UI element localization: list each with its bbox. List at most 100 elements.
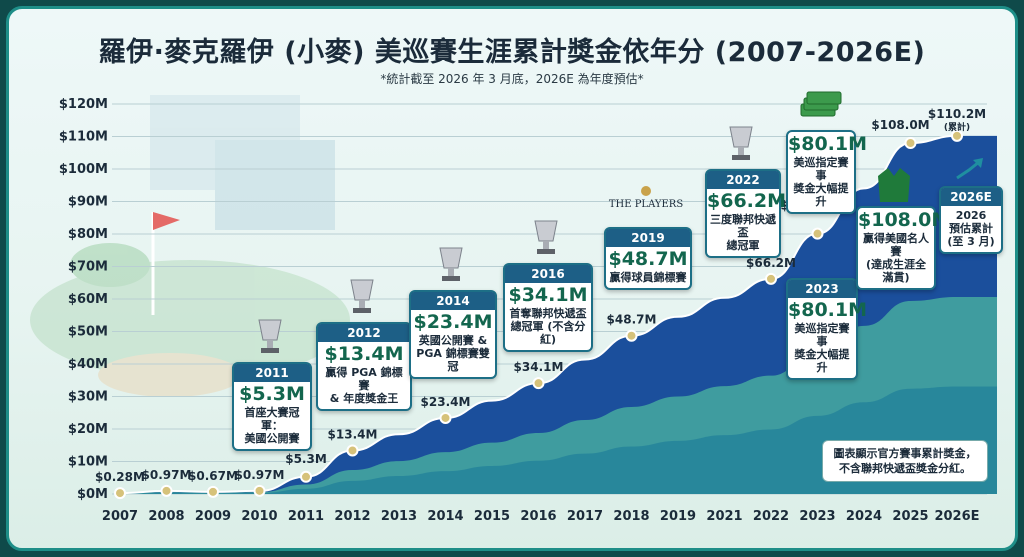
- y-tick-label: $80M: [68, 227, 108, 242]
- card-description-line: 總冠軍 (不含分紅): [510, 320, 586, 346]
- card-description: 首座大賽冠軍： 美國公開賽: [234, 406, 310, 449]
- card-amount: $34.1M: [508, 284, 588, 306]
- x-tick-label: 2019: [660, 509, 696, 524]
- y-tick-label: $110M: [59, 130, 108, 145]
- annotation-card-2014-2: 2014 $23.4M 英國公開賽 & PGA 錦標賽雙冠: [409, 290, 497, 379]
- card-description-line: 贏得美國名人賽: [863, 232, 929, 258]
- card-amount: $108.0M: [858, 209, 951, 231]
- cumulative-line: [119, 134, 958, 495]
- x-tick-label: 2012: [334, 509, 370, 524]
- card-amount: $23.4M: [413, 311, 493, 333]
- x-tick-label: 2022: [753, 509, 789, 524]
- chart-title: 羅伊·麥克羅伊 (小麥) 美巡賽生涯累計獎金依年分 (2007-2026E): [98, 37, 926, 68]
- annotation-card-2023-7: 2023 $80.1M 美巡指定賽事 獎金大幅提升: [786, 278, 868, 380]
- card-description-line: 獎金大幅提升: [793, 182, 849, 208]
- y-tick-label: $100M: [59, 162, 108, 177]
- point-value-label: $13.4M: [328, 427, 378, 441]
- x-tick-label: 2010: [241, 509, 277, 524]
- annotation-card-2012-1: 2012 $13.4M 贏得 PGA 錦標賽 & 年度獎金王: [316, 322, 412, 411]
- footnote-box: 圖表顯示官方賽事累計獎金，不含聯邦快遞盃獎金分紅。: [822, 440, 988, 482]
- card-amount: $80.1M: [788, 299, 868, 321]
- flag-icon: [151, 212, 180, 315]
- point-value-label: $108.0M: [871, 118, 929, 132]
- y-tick-label: $30M: [68, 390, 108, 405]
- y-tick-label: $120M: [59, 97, 108, 112]
- y-tick-label: $40M: [68, 357, 108, 372]
- point-value-label: $0.97M: [235, 468, 285, 482]
- data-point: [207, 485, 219, 498]
- x-tick-label: 2015: [474, 509, 510, 524]
- card-description-line: 獎金大幅提升: [794, 348, 850, 374]
- card-description-line: 贏得 PGA 錦標賽: [325, 366, 403, 392]
- x-tick-label: 2021: [706, 509, 742, 524]
- data-point: [951, 129, 963, 142]
- card-year: 2012: [318, 324, 410, 342]
- card-amount: $66.2M: [707, 190, 787, 212]
- card-amount: $5.3M: [239, 383, 305, 405]
- annotation-card-note-8: $108.0M 贏得美國名人賽 (達成生涯全滿貫): [856, 206, 951, 290]
- green-jacket-icon: [878, 168, 910, 202]
- annotation-card-2026E-9: 2026E 2026 預估累計 (至 3 月): [939, 186, 1003, 254]
- point-value-label: $110.2M: [928, 107, 986, 121]
- card-description: 英國公開賽 & PGA 錦標賽雙冠: [411, 334, 495, 377]
- data-point: [625, 329, 638, 342]
- trophy-icon: [534, 220, 558, 254]
- point-value-label: $66.2M: [746, 256, 796, 270]
- point-sublabel: (累計): [944, 121, 970, 133]
- card-description: 贏得美國名人賽 (達成生涯全滿貫): [858, 232, 934, 288]
- data-point: [114, 487, 126, 500]
- card-amount: $80.1M: [788, 133, 868, 155]
- card-description-line: 總冠軍: [726, 239, 760, 252]
- sand-bunker: [98, 353, 242, 397]
- card-description: 首奪聯邦快遞盃 總冠軍 (不含分紅): [505, 307, 591, 350]
- x-tick-label: 2008: [148, 509, 184, 524]
- x-tick-label: 2023: [799, 509, 835, 524]
- card-description-line: 預估累計: [949, 222, 993, 235]
- x-tick-label: 2014: [427, 509, 463, 524]
- players-logo: THE PLAYERS: [609, 199, 683, 210]
- card-amount: $48.7M: [608, 248, 688, 270]
- y-tick-label: $90M: [68, 195, 108, 210]
- x-tick-label: 2009: [195, 509, 231, 524]
- trend-arrow-icon: [956, 158, 983, 180]
- annotation-card-2016-3: 2016 $34.1M 首奪聯邦快遞盃 總冠軍 (不含分紅): [503, 263, 593, 352]
- card-description: 三度聯邦快遞盃 總冠軍: [707, 213, 779, 256]
- card-amount: $13.4M: [324, 343, 404, 365]
- x-tick-label: 2025: [892, 509, 928, 524]
- annotation-card-2011-0: 2011 $5.3M 首座大賽冠軍： 美國公開賽: [232, 362, 312, 451]
- card-year: 2016: [505, 265, 591, 283]
- x-tick-label: 2017: [567, 509, 603, 524]
- point-value-label: $0.28M: [95, 470, 145, 484]
- annotation-card-note-6: $80.1M 美巡指定賽事 獎金大幅提升: [786, 130, 868, 214]
- point-value-label: $5.3M: [285, 452, 327, 466]
- data-point: [765, 272, 777, 285]
- card-year: 2019: [606, 229, 690, 247]
- y-tick-label: $70M: [68, 260, 108, 275]
- card-description-line: 贏得球員錦標賽: [609, 271, 687, 284]
- card-description-line: 首座大賽冠軍：: [244, 406, 300, 432]
- card-description-line: 英國公開賽 &: [418, 334, 488, 347]
- card-description-line: 首奪聯邦快遞盃: [509, 307, 587, 320]
- x-tick-label: 2018: [613, 509, 649, 524]
- card-description: 美巡指定賽事 獎金大幅提升: [788, 156, 854, 212]
- trophy-icon: [729, 126, 753, 160]
- card-year: 2011: [234, 364, 310, 382]
- y-tick-label: $50M: [68, 325, 108, 340]
- x-tick-label: 2013: [381, 509, 417, 524]
- chart-subtitle: *統計截至 2026 年 3 月底，2026E 為年度預估*: [380, 72, 644, 86]
- data-point: [346, 444, 359, 457]
- x-tick-label: 2011: [288, 509, 324, 524]
- trophy-icon: [258, 319, 282, 353]
- data-point: [904, 137, 917, 149]
- card-description: 美巡指定賽事 獎金大幅提升: [788, 322, 856, 378]
- card-description-line: 美巡指定賽事: [794, 322, 850, 348]
- tree-shape: [70, 243, 150, 287]
- x-tick-label: 2007: [102, 509, 138, 524]
- card-description-line: 美巡指定賽事: [793, 156, 849, 182]
- point-value-label: $0.67M: [188, 469, 238, 483]
- card-description-line: & 年度獎金王: [329, 392, 399, 405]
- card-description-line: PGA 錦標賽雙冠: [416, 347, 490, 373]
- card-description-line: 三度聯邦快遞盃: [710, 213, 776, 239]
- point-value-label: $34.1M: [514, 360, 564, 374]
